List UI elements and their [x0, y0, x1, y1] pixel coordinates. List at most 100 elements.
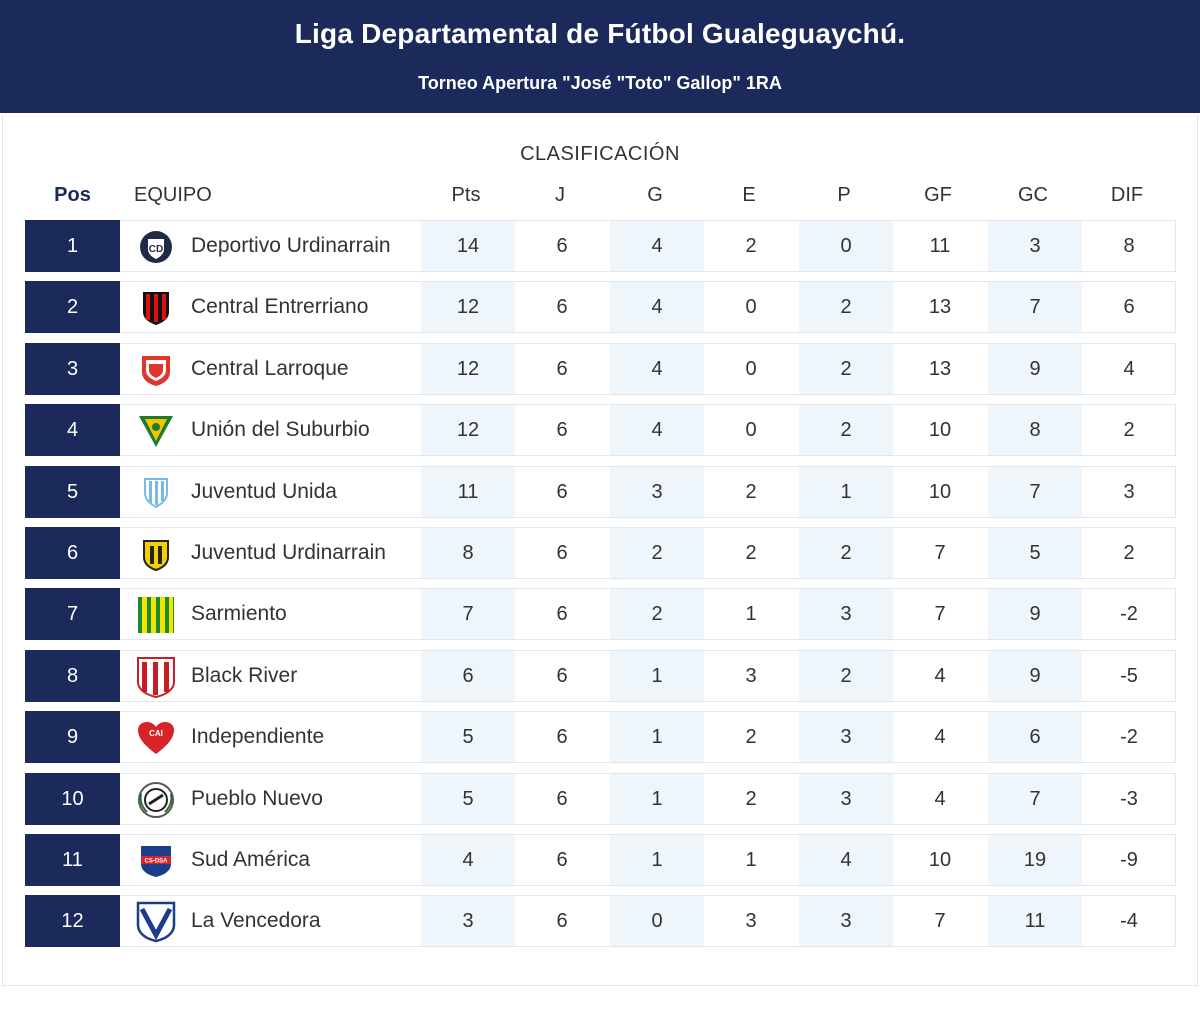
- team-name: Pueblo Nuevo: [191, 787, 323, 810]
- svg-text:CD: CD: [149, 244, 163, 255]
- column-header-pts: Pts: [451, 184, 481, 206]
- position-cell: 12: [25, 895, 120, 947]
- column-header-gf: GF: [924, 184, 952, 206]
- j-cell: 6: [556, 296, 568, 318]
- g-cell: 1: [610, 774, 704, 824]
- team-name: Black River: [191, 664, 298, 687]
- gc-cell: 7: [988, 282, 1082, 332]
- table-row: 1 CD Deportivo Urdinarrain 14 6 4 2 0 11 3 8: [25, 220, 1176, 272]
- team-name: Deportivo Urdinarrain: [191, 234, 391, 257]
- dif-cell: -5: [1120, 665, 1138, 687]
- position-cell: 2: [25, 281, 120, 333]
- column-header-dif: DIF: [1110, 184, 1144, 206]
- pts-cell: 12: [421, 405, 515, 455]
- column-header-gc: GC: [1018, 184, 1048, 206]
- svg-text:CAI: CAI: [149, 729, 163, 738]
- gc-cell: 11: [988, 896, 1082, 946]
- pts-cell: 8: [421, 528, 515, 578]
- table-row: 7 Sarmiento 7 6 2 1 3 7 9 -2: [25, 588, 1176, 640]
- dif-cell: -3: [1120, 788, 1138, 810]
- pts-cell: 3: [421, 896, 515, 946]
- page-title: Liga Departamental de Fútbol Gualeguaych…: [294, 18, 906, 49]
- table-row: 11 CS-DSA Sud América 4 6 1 1 4 10 19 -9: [25, 834, 1176, 886]
- column-header-e: E: [742, 184, 756, 206]
- gf-cell: 4: [934, 788, 946, 810]
- green-yellow-shield-icon: [136, 413, 176, 449]
- pts-cell: 12: [421, 282, 515, 332]
- dif-cell: -4: [1120, 910, 1138, 932]
- j-cell: 6: [556, 726, 568, 748]
- j-cell: 6: [556, 419, 568, 441]
- g-cell: 2: [610, 589, 704, 639]
- gf-cell: 10: [928, 419, 952, 441]
- e-cell: 2: [745, 788, 757, 810]
- j-cell: 6: [556, 849, 568, 871]
- p-cell: 2: [799, 528, 893, 578]
- gc-cell: 19: [988, 835, 1082, 885]
- v-shield-icon: [136, 901, 176, 943]
- table-row: 2 Central Entrerriano 12 6 4 0 2 13 7 6: [25, 281, 1176, 333]
- e-cell: 2: [745, 481, 757, 503]
- dif-cell: 8: [1123, 235, 1135, 257]
- gc-cell: 8: [988, 405, 1082, 455]
- j-cell: 6: [556, 358, 568, 380]
- gc-cell: 5: [988, 528, 1082, 578]
- blue-red-shield-icon: CS-DSA: [136, 843, 176, 879]
- e-cell: 0: [745, 296, 757, 318]
- e-cell: 2: [745, 726, 757, 748]
- dif-cell: 6: [1123, 296, 1135, 318]
- red-white-shield-icon: [136, 657, 176, 698]
- gf-cell: 11: [929, 235, 951, 257]
- team-name: Independiente: [191, 725, 325, 748]
- e-cell: 2: [745, 542, 757, 564]
- position-cell: 10: [25, 773, 120, 825]
- position-cell: 4: [25, 404, 120, 456]
- gf-cell: 4: [934, 726, 946, 748]
- gf-cell: 10: [928, 849, 952, 871]
- gf-cell: 7: [934, 542, 946, 564]
- position-cell: 1: [25, 220, 120, 272]
- j-cell: 6: [556, 542, 568, 564]
- g-cell: 2: [610, 528, 704, 578]
- column-header-pos: Pos: [54, 184, 91, 206]
- p-cell: 4: [799, 835, 893, 885]
- pts-cell: 5: [421, 774, 515, 824]
- pts-cell: 12: [421, 344, 515, 394]
- dif-cell: -9: [1120, 849, 1138, 871]
- p-cell: 2: [799, 282, 893, 332]
- lightblue-shield-icon: [136, 475, 176, 511]
- shield-badge-icon: CD: [136, 229, 176, 265]
- pts-cell: 4: [421, 835, 515, 885]
- column-header-j: J: [555, 184, 565, 206]
- g-cell: 4: [610, 282, 704, 332]
- e-cell: 1: [745, 603, 757, 625]
- e-cell: 0: [745, 419, 757, 441]
- gf-cell: 7: [934, 910, 946, 932]
- red-heart-shield-icon: CAI: [136, 720, 176, 756]
- g-cell: 1: [610, 651, 704, 701]
- gf-cell: 4: [934, 665, 946, 687]
- column-header-team: EQUIPO: [134, 184, 212, 206]
- position-cell: 11: [25, 834, 120, 886]
- e-cell: 1: [745, 849, 757, 871]
- g-cell: 1: [610, 835, 704, 885]
- e-cell: 0: [745, 358, 757, 380]
- gf-cell: 7: [934, 603, 946, 625]
- gc-cell: 3: [988, 221, 1082, 271]
- gf-cell: 10: [928, 481, 952, 503]
- j-cell: 6: [556, 481, 568, 503]
- table-row: 4 Unión del Suburbio 12 6 4 0 2 10 8 2: [25, 404, 1176, 456]
- gc-cell: 9: [988, 589, 1082, 639]
- position-cell: 5: [25, 466, 120, 518]
- j-cell: 6: [556, 235, 568, 257]
- p-cell: 0: [799, 221, 893, 271]
- gf-cell: 13: [928, 358, 952, 380]
- p-cell: 3: [799, 589, 893, 639]
- p-cell: 1: [799, 467, 893, 517]
- laurel-circle-icon: [136, 782, 176, 818]
- gc-cell: 9: [988, 651, 1082, 701]
- team-name: Unión del Suburbio: [191, 418, 370, 441]
- position-cell: 3: [25, 343, 120, 395]
- gc-cell: 7: [988, 774, 1082, 824]
- table-row: 9 CAI Independiente 5 6 1 2 3 4 6 -2: [25, 711, 1176, 763]
